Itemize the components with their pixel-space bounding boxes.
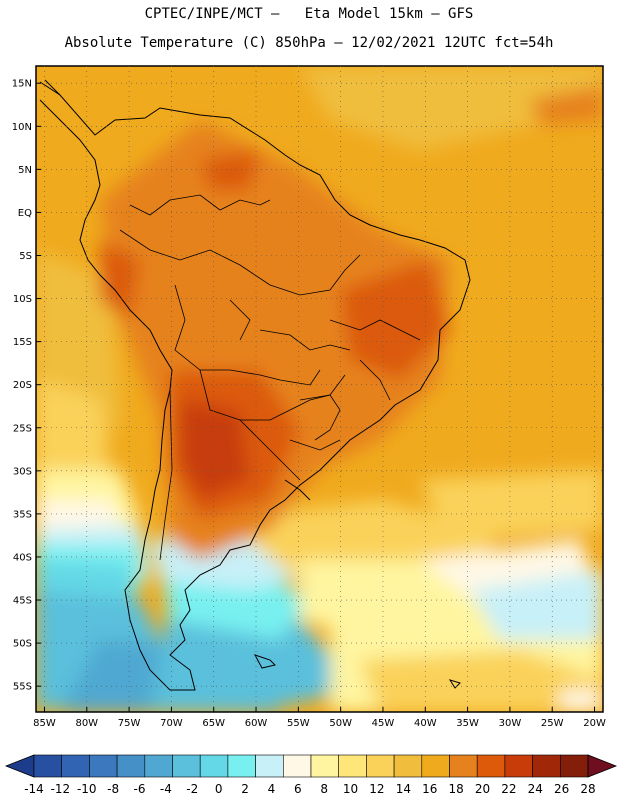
colorbar-label: 26: [554, 782, 569, 796]
lon-label: 20W: [583, 718, 606, 729]
lon-label: 85W: [33, 718, 56, 729]
lat-label: 55S: [13, 682, 32, 693]
colorbar-swatch: [310, 754, 340, 778]
colorbar-swatch: [255, 754, 284, 778]
coastlines: [39, 79, 471, 691]
colorbar-label: 24: [528, 782, 543, 796]
colorbar-label: -12: [51, 782, 71, 796]
lat-label: 10N: [12, 122, 32, 133]
colorbar-swatch: [89, 754, 118, 778]
colorbar-swatch: [144, 754, 173, 778]
lat-label: EQ: [18, 208, 32, 219]
lon-label: 55W: [287, 718, 310, 729]
lat-label: 35S: [13, 509, 32, 520]
colorbar: -14 -12 -10 -8 -6 -4 -2 0 2 4 6 8 10 12 14 16 18 20 22 24 26…: [4, 754, 618, 796]
lat-label: 10S: [13, 294, 32, 305]
colorbar-label: 22: [501, 782, 516, 796]
colorbar-label: 12: [369, 782, 384, 796]
lat-label: 20S: [13, 380, 32, 391]
colorbar-swatch: [227, 754, 256, 778]
colorbar-label: 10: [343, 782, 358, 796]
lat-label: 5S: [19, 251, 32, 262]
colorbar-swatch: [393, 754, 423, 778]
colorbar-swatch: [33, 754, 63, 778]
map-frame: [35, 65, 604, 713]
lon-label: 60W: [245, 718, 268, 729]
chart-title-line-1: CPTEC/INPE/MCT – Eta Model 15km – GFS: [144, 6, 474, 22]
lon-label: 70W: [160, 718, 183, 729]
colorbar-swatch: [421, 754, 450, 778]
temperature-field: [36, 66, 603, 712]
lon-label: 50W: [329, 718, 352, 729]
colorbar-swatch: [282, 754, 312, 778]
colorbar-label: 14: [396, 782, 411, 796]
lat-lon-gridlines: [36, 66, 603, 712]
lat-label: 30S: [13, 466, 32, 477]
lon-label: 40W: [414, 718, 437, 729]
colorbar-label: 8: [320, 782, 328, 796]
colorbar-label: -2: [186, 782, 198, 796]
colorbar-label: 4: [268, 782, 276, 796]
colorbar-left-arrow: [4, 754, 35, 778]
colorbar-swatch: [476, 754, 506, 778]
colorbar-swatch: [504, 754, 533, 778]
lat-label: 40S: [13, 552, 32, 563]
lon-label: 25W: [541, 718, 564, 729]
colorbar-right-arrow: [587, 754, 618, 778]
lon-label: 45W: [372, 718, 395, 729]
colorbar-label: 28: [580, 782, 595, 796]
lat-label: 15N: [12, 79, 32, 90]
latitude-labels: 15N 10N 5N EQ 5S 10S 15S 20S 25S 30S 35S 40S 45S 50S 5…: [12, 79, 32, 693]
lon-label: 80W: [75, 718, 98, 729]
lon-label: 30W: [499, 718, 522, 729]
longitude-labels: 85W 80W 75W 70W 65W 60W 55W 50W 45W 40W 35W 30W 25W 2…: [33, 718, 606, 729]
colorbar-label: -14: [24, 782, 44, 796]
lat-label: 5N: [18, 165, 32, 176]
colorbar-label: 16: [422, 782, 437, 796]
chart-title-line-2: Absolute Temperature (C) 850hPa – 12/02/…: [64, 35, 554, 51]
colorbar-swatch: [338, 754, 367, 778]
colorbar-label: 6: [294, 782, 302, 796]
colorbar-swatch: [61, 754, 90, 778]
colorbar-label: 2: [241, 782, 249, 796]
colorbar-swatch: [449, 754, 478, 778]
colorbar-label: -6: [134, 782, 146, 796]
lon-label: 65W: [202, 718, 225, 729]
colorbar-label: -4: [160, 782, 172, 796]
colorbar-label: -10: [77, 782, 97, 796]
colorbar-label: 20: [475, 782, 490, 796]
colorbar-swatch: [172, 754, 201, 778]
colorbar-label: 18: [448, 782, 463, 796]
lon-label: 35W: [456, 718, 479, 729]
colorbar-swatch: [559, 754, 589, 778]
lat-label: 25S: [13, 423, 32, 434]
lat-label: 45S: [13, 596, 32, 607]
lat-label: 50S: [13, 639, 32, 650]
colorbar-swatch: [366, 754, 395, 778]
lon-label: 75W: [118, 718, 141, 729]
lat-label: 15S: [13, 337, 32, 348]
colorbar-label: 0: [215, 782, 223, 796]
country-borders: [119, 194, 421, 561]
colorbar-swatch: [116, 754, 146, 778]
colorbar-swatch: [199, 754, 229, 778]
colorbar-label: -8: [107, 782, 119, 796]
colorbar-swatch: [532, 754, 561, 778]
